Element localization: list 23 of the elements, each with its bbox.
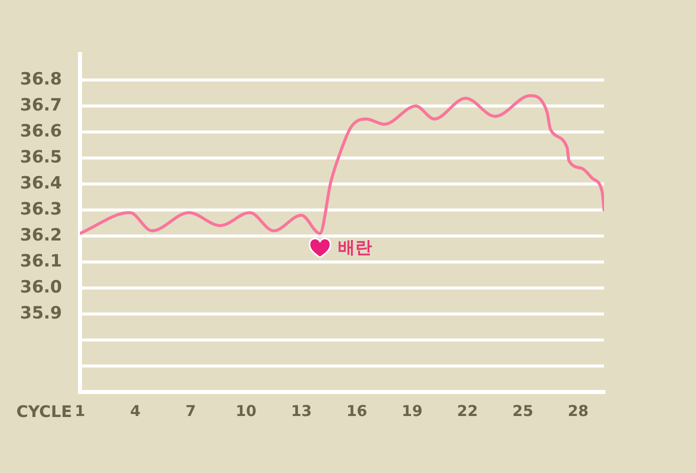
y-tick-label: 36.5 xyxy=(20,147,62,168)
x-tick-label: 10 xyxy=(236,402,256,420)
y-tick-label: 36.8 xyxy=(20,69,62,90)
y-tick-label: 36.0 xyxy=(20,277,62,298)
y-tick-label: 35.9 xyxy=(20,303,62,324)
x-axis-title: CYCLE xyxy=(16,402,72,421)
x-tick-label: 16 xyxy=(346,402,368,420)
x-tick-label: 7 xyxy=(185,402,196,420)
x-tick-label: 22 xyxy=(457,402,478,420)
y-tick-label: 36.1 xyxy=(20,251,62,272)
y-tick-label: 36.6 xyxy=(20,121,62,142)
y-tick-label: 36.2 xyxy=(20,225,62,246)
x-tick-label: 1 xyxy=(74,402,86,420)
x-tick-label: 13 xyxy=(290,402,312,420)
x-tick-label: 4 xyxy=(130,402,141,420)
annotation: 배란 xyxy=(338,238,372,258)
x-tick-label: 28 xyxy=(568,402,589,420)
x-tick-label: 25 xyxy=(512,402,534,420)
line-series xyxy=(80,94,604,235)
y-tick-label: 36.7 xyxy=(20,95,62,116)
y-tick-label: 36.3 xyxy=(20,199,62,220)
y-tick-label: 36.4 xyxy=(20,173,62,194)
x-tick-label: 19 xyxy=(402,402,423,420)
